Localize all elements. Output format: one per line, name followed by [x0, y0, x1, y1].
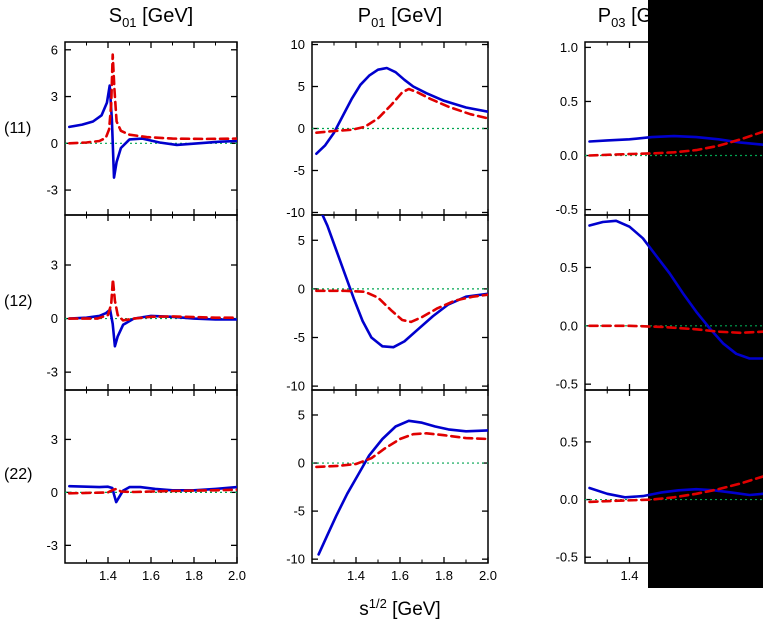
- y-tick-label: 1.0: [560, 40, 578, 55]
- subplot-frame-p01-22: 1.4 1.6 1.8 2.0 5 0 -5 -10: [286, 389, 497, 583]
- title-unit: [GeV]: [136, 5, 194, 27]
- y-tick-label: -5: [293, 330, 305, 345]
- blue-solid-curve: [68, 84, 237, 179]
- y-tick-label: 0.5: [560, 94, 578, 109]
- title-subscript: 01: [371, 15, 386, 30]
- title-main: P: [597, 5, 612, 27]
- x-axis-label: s1/2 [GeV]: [300, 596, 500, 621]
- black-overlay: [648, 0, 763, 588]
- y-tick-label: -10: [286, 205, 305, 220]
- y-tick-label: -5: [293, 504, 305, 519]
- column-title-s01: S01 [GeV]: [56, 5, 246, 30]
- y-tick-label: -0.5: [556, 377, 578, 392]
- y-tick-label: -10: [286, 379, 305, 394]
- y-tick-label: 10: [291, 37, 305, 52]
- y-tick-label: 0.5: [560, 260, 578, 275]
- y-tick-label: 0.0: [560, 318, 578, 333]
- subplot-curves-p01-11: [312, 66, 488, 155]
- red-dashed-curve: [315, 432, 488, 469]
- x-tick-label: 1.8: [185, 568, 203, 583]
- y-tick-label: 0: [51, 485, 58, 500]
- subplot-curves-p01-22: [312, 419, 488, 556]
- subplot-curves-p01-12: [312, 215, 488, 349]
- title-subscript: 01: [122, 15, 137, 30]
- x-tick-label: 1.4: [347, 568, 365, 583]
- red-dashed-curve: [68, 278, 237, 322]
- x-tick-label: 1.6: [142, 568, 160, 583]
- blue-solid-curve: [68, 484, 237, 504]
- blue-solid-curve: [321, 215, 488, 349]
- blue-solid-curve: [317, 419, 488, 556]
- subplot-curves-s01-22: [65, 484, 237, 504]
- y-tick-label: -0.5: [556, 202, 578, 217]
- y-tick-label: -3: [46, 538, 58, 553]
- x-label-main: s: [359, 599, 369, 620]
- row-label-12: (12): [4, 293, 33, 310]
- subplot-frame-s01-12: 3 0 -3: [46, 214, 238, 391]
- subplot-frame-p01-12: 5 0 -5 -10: [286, 214, 489, 394]
- red-dashed-curve: [68, 487, 237, 495]
- title-subscript: 03: [611, 15, 626, 30]
- y-tick-label: -3: [46, 365, 58, 380]
- red-dashed-curve: [68, 53, 237, 145]
- x-tick-label: 2.0: [228, 568, 246, 583]
- y-tick-label: 0.0: [560, 492, 578, 507]
- y-tick-label: 0: [51, 311, 58, 326]
- y-tick-label: 0.5: [560, 434, 578, 449]
- column-title-p01: P01 [GeV]: [305, 5, 495, 30]
- subplot-curves-s01-11: [65, 53, 237, 179]
- y-tick-label: -10: [286, 552, 305, 567]
- red-dashed-curve: [315, 87, 488, 134]
- x-tick-label: 1.8: [435, 568, 453, 583]
- y-tick-label: 0: [298, 121, 305, 136]
- subplot-frame-s01-22: 1.4 1.6 1.8 2.0 3 0 -3: [46, 389, 246, 583]
- y-tick-label: 3: [51, 258, 58, 273]
- x-tick-label: 1.4: [620, 568, 638, 583]
- x-tick-label: 1.6: [391, 568, 409, 583]
- y-tick-label: -0.5: [556, 550, 578, 565]
- title-unit: [GeV]: [385, 5, 443, 27]
- y-tick-label: 5: [298, 233, 305, 248]
- row-label-22: (22): [4, 466, 33, 483]
- y-tick-label: 5: [298, 79, 305, 94]
- title-main: S: [108, 5, 123, 27]
- row-label-11: (11): [4, 120, 32, 137]
- y-tick-label: 0: [51, 136, 58, 151]
- x-label-superscript: 1/2: [368, 596, 387, 611]
- y-tick-label: 3: [51, 432, 58, 447]
- blue-solid-curve: [68, 308, 237, 348]
- x-tick-label: 2.0: [479, 568, 497, 583]
- y-tick-label: -3: [46, 183, 58, 198]
- red-dashed-curve: [315, 289, 488, 324]
- subplot-curves-s01-12: [65, 278, 237, 348]
- blue-solid-curve: [315, 66, 488, 155]
- y-tick-label: -5: [293, 163, 305, 178]
- x-label-unit: [GeV]: [386, 599, 441, 620]
- title-main: P: [357, 5, 372, 27]
- y-tick-label: 5: [298, 407, 305, 422]
- y-tick-label: 3: [51, 89, 58, 104]
- y-tick-label: 0: [298, 281, 305, 296]
- subplot-frame-s01-11: 6 3 0 -3: [46, 41, 238, 216]
- y-tick-label: 6: [51, 42, 58, 57]
- y-tick-label: 0: [298, 456, 305, 471]
- x-tick-label: 1.4: [99, 568, 117, 583]
- y-tick-label: 0.0: [560, 148, 578, 163]
- subplot-frame-p01-11: 10 5 0 -5 -10: [286, 37, 489, 220]
